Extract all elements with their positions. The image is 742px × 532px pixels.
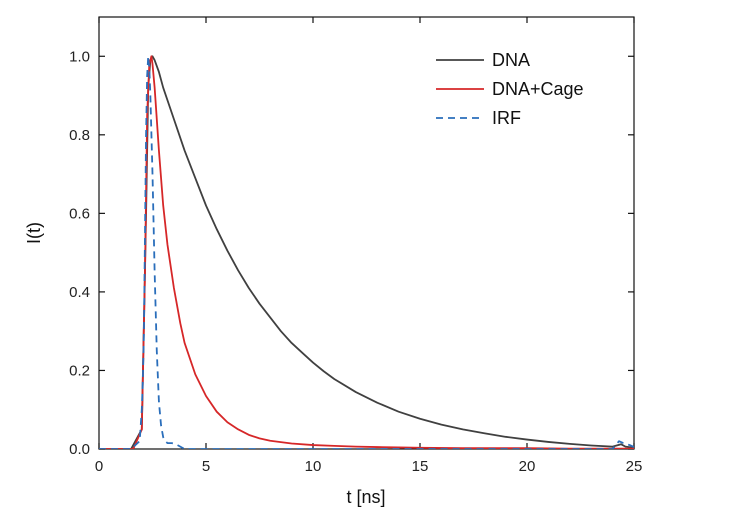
series-line-dna	[99, 55, 634, 449]
series-line-irf	[99, 55, 634, 449]
ticks: 0 5 10 15 20 25 0.0 0.2 0.4 0.6 0.8 1.0	[69, 17, 642, 475]
legend-label: DNA+Cage	[492, 79, 584, 99]
x-tick-label: 15	[412, 458, 429, 475]
y-tick-label: 0.8	[69, 127, 90, 144]
legend-label: DNA	[492, 50, 530, 70]
x-axis-label: t [ns]	[346, 487, 385, 507]
y-tick-label: 0.2	[69, 362, 90, 379]
legend: DNA DNA+Cage IRF	[436, 50, 584, 128]
x-tick-label: 25	[626, 458, 643, 475]
x-tick-label: 20	[519, 458, 536, 475]
x-tick-label: 5	[202, 458, 210, 475]
series-line-dna-cage	[99, 55, 634, 449]
plot-frame	[98, 16, 635, 450]
legend-label: IRF	[492, 108, 521, 128]
x-tick-label: 10	[305, 458, 322, 475]
y-tick-label: 0.0	[69, 441, 90, 458]
y-tick-label: 1.0	[69, 48, 90, 65]
y-axis-label: I(t)	[24, 222, 44, 244]
series-layer	[99, 55, 634, 449]
y-tick-label: 0.4	[69, 284, 90, 301]
x-tick-label: 0	[95, 458, 103, 475]
y-tick-label: 0.6	[69, 205, 90, 222]
